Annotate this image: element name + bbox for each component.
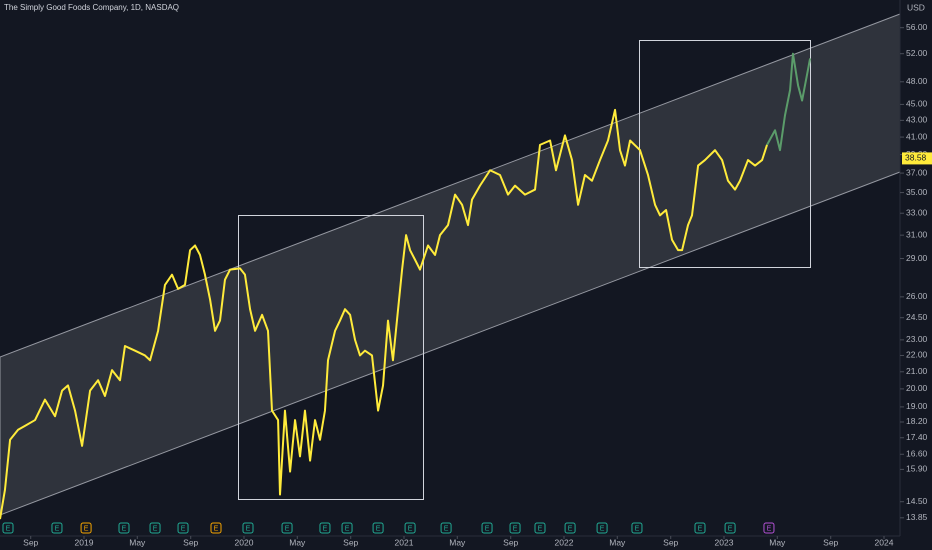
x-tick-label: 2023 — [715, 537, 734, 547]
y-tick-label: 26.00 — [906, 291, 928, 301]
x-tick-label: 2022 — [555, 537, 574, 547]
y-tick-label: 18.20 — [906, 416, 928, 426]
y-tick-label: 13.85 — [906, 512, 928, 522]
event-marker-label: E — [538, 525, 543, 532]
x-tick-label: Sep — [823, 537, 838, 547]
event-marker — [149, 522, 161, 534]
price-label-box — [902, 152, 932, 165]
event-marker — [509, 522, 521, 534]
y-tick-label: 33.00 — [906, 207, 928, 217]
y-tick-label: 21.00 — [906, 366, 928, 376]
event-marker-label: E — [767, 525, 772, 532]
event-marker — [694, 522, 706, 534]
x-tick-label: Sep — [183, 537, 198, 547]
event-marker-label: E — [698, 525, 703, 532]
x-tick-label: 2020 — [235, 537, 254, 547]
event-marker — [404, 522, 416, 534]
event-marker-label: E — [153, 525, 158, 532]
x-tick-label: 2024 — [875, 537, 894, 547]
chart-title: The Simply Good Foods Company, 1D, NASDA… — [4, 3, 179, 12]
price-line — [766, 52, 812, 152]
event-marker — [481, 522, 493, 534]
event-marker-label: E — [600, 525, 605, 532]
y-tick-label: 20.00 — [906, 383, 928, 393]
event-marker-label: E — [246, 525, 251, 532]
y-tick-label: 14.50 — [906, 496, 928, 506]
price-label: 38.58 — [905, 153, 927, 163]
event-marker — [80, 522, 92, 534]
event-marker-label: E — [513, 525, 518, 532]
event-marker — [210, 522, 222, 534]
y-tick-label: 48.00 — [906, 76, 928, 86]
event-marker — [763, 522, 775, 534]
event-marker-label: E — [181, 525, 186, 532]
event-marker-label: E — [84, 525, 89, 532]
y-tick-label: 16.60 — [906, 449, 928, 459]
price-line — [0, 108, 768, 520]
event-marker — [177, 522, 189, 534]
event-marker — [341, 522, 353, 534]
event-marker-label: E — [408, 525, 413, 532]
x-tick-label: Sep — [663, 537, 678, 547]
event-marker — [319, 522, 331, 534]
highlight-box — [238, 215, 424, 500]
y-tick-label: 15.90 — [906, 464, 928, 474]
event-marker — [281, 522, 293, 534]
x-tick-label: May — [289, 537, 306, 547]
event-marker-label: E — [122, 525, 127, 532]
y-tick-label: 19.00 — [906, 401, 928, 411]
highlight-box — [639, 40, 811, 268]
event-marker — [2, 522, 14, 534]
event-marker-label: E — [728, 525, 733, 532]
event-marker-label: E — [55, 525, 60, 532]
event-marker — [118, 522, 130, 534]
x-tick-label: May — [769, 537, 786, 547]
y-tick-label: 24.50 — [906, 312, 928, 322]
event-marker — [631, 522, 643, 534]
y-tick-label: 37.00 — [906, 167, 928, 177]
event-marker — [51, 522, 63, 534]
event-marker-label: E — [485, 525, 490, 532]
event-marker-label: E — [376, 525, 381, 532]
y-tick-label: 17.40 — [906, 432, 928, 442]
event-marker-label: E — [444, 525, 449, 532]
y-tick-label: 35.00 — [906, 187, 928, 197]
event-marker-label: E — [285, 525, 290, 532]
x-tick-label: Sep — [23, 537, 38, 547]
y-tick-label: 56.00 — [906, 22, 928, 32]
event-marker — [596, 522, 608, 534]
event-marker-label: E — [6, 525, 11, 532]
x-tick-label: May — [129, 537, 146, 547]
y-tick-label: 52.00 — [906, 48, 928, 58]
event-marker-label: E — [568, 525, 573, 532]
event-marker — [372, 522, 384, 534]
event-marker — [534, 522, 546, 534]
event-marker-label: E — [214, 525, 219, 532]
event-marker — [564, 522, 576, 534]
y-tick-label: 29.00 — [906, 253, 928, 263]
y-axis-label: USD — [907, 2, 925, 12]
event-marker-label: E — [323, 525, 328, 532]
y-tick-label: 31.00 — [906, 229, 928, 239]
x-tick-label: Sep — [343, 537, 358, 547]
x-tick-label: May — [609, 537, 626, 547]
y-tick-label: 43.00 — [906, 115, 928, 125]
event-marker-label: E — [345, 525, 350, 532]
x-tick-label: May — [449, 537, 466, 547]
x-tick-label: 2019 — [75, 537, 94, 547]
event-marker — [724, 522, 736, 534]
y-tick-label: 45.00 — [906, 99, 928, 109]
event-marker — [242, 522, 254, 534]
y-tick-label: 22.00 — [906, 350, 928, 360]
y-tick-label: 23.00 — [906, 334, 928, 344]
x-tick-label: Sep — [503, 537, 518, 547]
y-tick-label: 41.00 — [906, 131, 928, 141]
event-marker-label: E — [635, 525, 640, 532]
x-tick-label: 2021 — [395, 537, 414, 547]
event-marker — [440, 522, 452, 534]
